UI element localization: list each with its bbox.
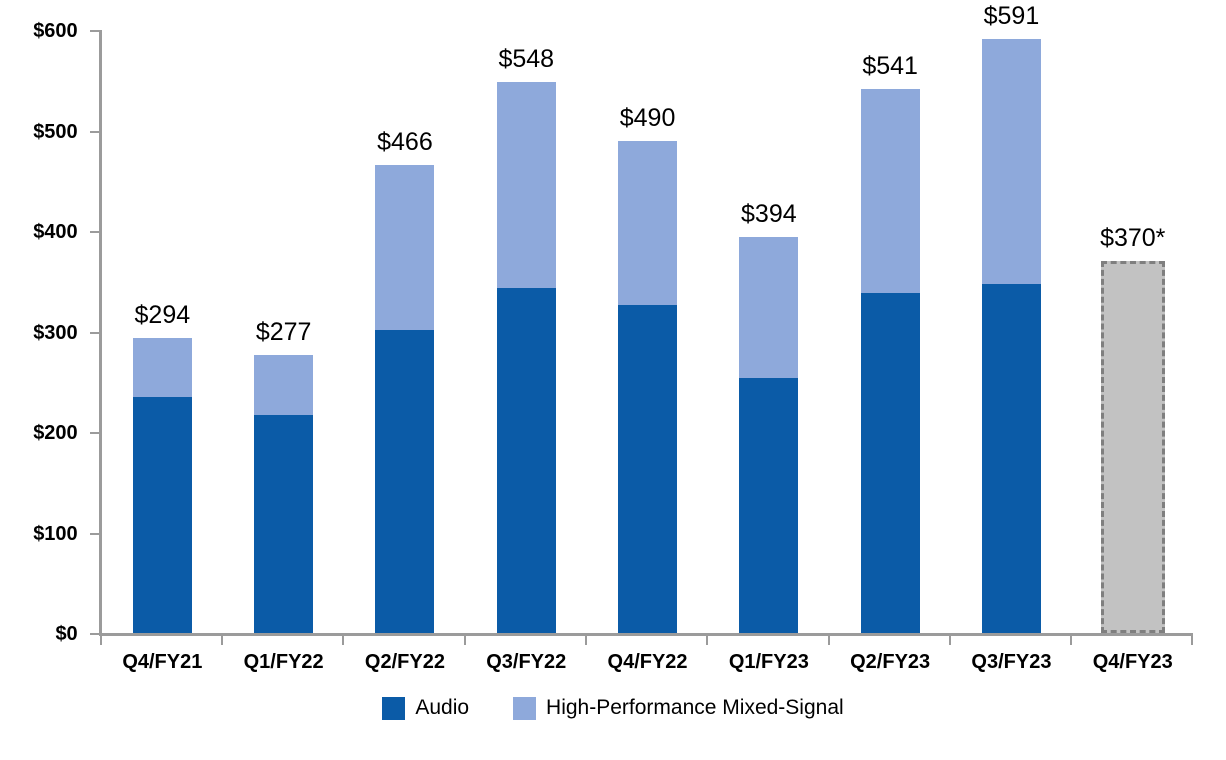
bar-audio-segment <box>254 414 314 633</box>
y-tick-label: $600 <box>33 20 78 42</box>
y-tick <box>89 30 99 32</box>
x-tick <box>342 636 345 645</box>
bar-total-label: $466 <box>377 127 433 156</box>
y-tick <box>89 432 99 434</box>
legend-item-audio: Audio <box>382 695 469 721</box>
bar-hpms-segment <box>981 39 1041 285</box>
bar-hpms-segment <box>254 354 314 415</box>
audio-legend-swatch <box>382 696 406 720</box>
x-axis-line <box>98 633 1194 636</box>
bar-total-label: $294 <box>134 300 191 329</box>
legend: Audio High-Performance Mixed-Signal <box>0 695 1226 721</box>
y-tick-label: $500 <box>33 120 78 143</box>
y-axis-line <box>98 30 102 636</box>
y-tick-label: $300 <box>33 321 78 344</box>
x-tick <box>584 636 587 645</box>
audio-legend-label: Audio <box>415 696 470 719</box>
bar-total-label: $277 <box>255 317 312 346</box>
bar-hpms-segment <box>496 82 556 289</box>
bar-hpms-segment <box>132 337 192 397</box>
forecast-bar <box>1100 261 1165 633</box>
bar-total-label: $548 <box>498 45 555 74</box>
bar-total-label: $490 <box>619 103 676 132</box>
x-tick-label: Q4/FY21 <box>122 651 203 673</box>
bar-hpms-segment <box>375 164 435 331</box>
x-tick-label: Q3/FY23 <box>971 651 1052 673</box>
bar-audio-segment <box>739 377 799 633</box>
y-tick-label: $100 <box>33 522 78 545</box>
x-tick <box>99 636 102 645</box>
y-tick <box>89 633 99 635</box>
y-tick <box>89 231 99 233</box>
bar-audio-segment <box>132 396 192 633</box>
y-tick-label: $200 <box>33 422 78 444</box>
y-tick <box>89 130 99 133</box>
x-tick-label: Q3/FY22 <box>486 651 567 673</box>
bar-audio-segment <box>860 293 920 633</box>
bar-audio-segment <box>375 330 435 633</box>
y-tick-label: $400 <box>33 221 78 243</box>
x-tick-label: Q4/FY22 <box>607 651 688 673</box>
x-tick-label: Q1/FY23 <box>728 651 809 673</box>
bar-audio-segment <box>618 305 678 633</box>
x-tick-label: Q2/FY22 <box>364 651 445 673</box>
x-tick-label: Q1/FY22 <box>243 651 324 673</box>
hpms-legend-swatch <box>513 696 537 720</box>
y-tick <box>89 532 99 535</box>
bar-hpms-segment <box>739 237 799 378</box>
x-tick-label: Q4/FY23 <box>1092 651 1173 673</box>
x-tick <box>1070 636 1073 645</box>
bar-hpms-segment <box>860 89 920 294</box>
x-tick <box>1191 636 1194 645</box>
x-tick <box>221 636 223 645</box>
bar-audio-segment <box>981 284 1041 633</box>
x-tick <box>948 636 951 645</box>
y-tick <box>89 331 99 334</box>
bar-total-label: $591 <box>983 2 1040 31</box>
y-tick-label: $0 <box>55 623 78 645</box>
bar-hpms-segment <box>618 140 678 306</box>
legend-item-hpms: High-Performance Mixed-Signal <box>513 695 844 721</box>
bar-total-label: $394 <box>741 200 797 229</box>
bar-total-label: $541 <box>862 52 918 81</box>
x-tick-label: Q2/FY23 <box>850 651 931 673</box>
x-tick <box>706 636 709 645</box>
bar-total-label: $370* <box>1100 224 1166 253</box>
x-tick <box>463 636 466 645</box>
x-tick <box>827 636 830 645</box>
hpms-legend-label: High-Performance Mixed-Signal <box>546 696 844 719</box>
bar-audio-segment <box>496 288 556 633</box>
